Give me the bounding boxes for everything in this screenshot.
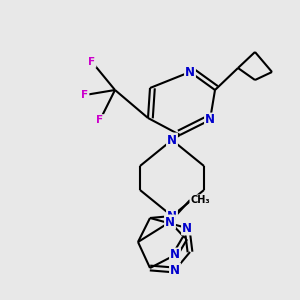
Text: N: N: [167, 209, 177, 223]
Text: N: N: [170, 263, 180, 277]
Text: N: N: [205, 113, 215, 127]
Text: CH₃: CH₃: [190, 195, 210, 205]
Text: F: F: [81, 90, 88, 100]
Text: N: N: [165, 215, 175, 229]
Text: N: N: [167, 134, 177, 146]
Text: F: F: [88, 57, 96, 67]
Text: F: F: [96, 115, 103, 125]
Text: N: N: [182, 221, 192, 235]
Text: N: N: [170, 248, 180, 262]
Text: N: N: [185, 65, 195, 79]
